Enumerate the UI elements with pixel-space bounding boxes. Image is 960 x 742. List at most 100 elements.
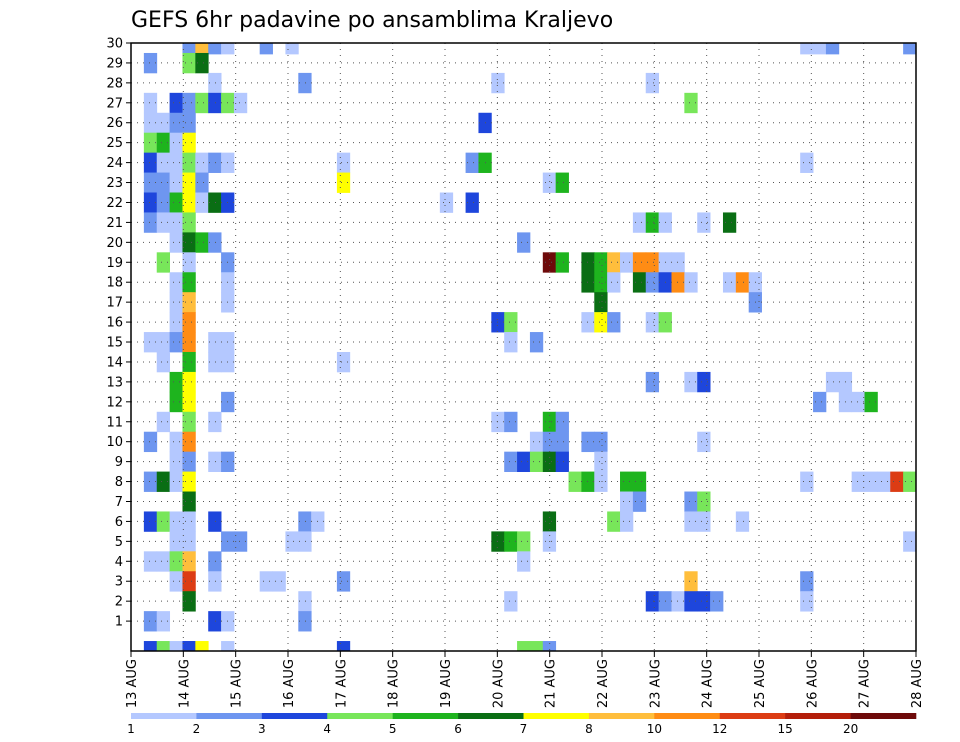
- heatmap-cell: [336, 172, 351, 193]
- y-tick-label: 4: [115, 555, 123, 570]
- heatmap-cell: [504, 531, 518, 552]
- heatmap-cell: [272, 571, 286, 592]
- heatmap-cell: [504, 411, 518, 433]
- heatmap-cell: [517, 551, 531, 572]
- x-tick-label: 19 AUG: [439, 659, 454, 708]
- colorbar-segment: [327, 713, 393, 719]
- heatmap-cell: [851, 471, 865, 492]
- y-tick-label: 1: [115, 615, 123, 630]
- heatmap-cell: [156, 192, 171, 213]
- heatmap-cell: [697, 591, 711, 612]
- heatmap-cell: [208, 232, 222, 253]
- x-tick-label: 21 AUG: [544, 659, 559, 708]
- heatmap-cell: [156, 252, 171, 273]
- heatmap-cell: [298, 591, 312, 612]
- heatmap-cell: [208, 72, 222, 94]
- heatmap-cell: [156, 551, 171, 572]
- heatmap-cell: [632, 212, 647, 233]
- heatmap-cell: [195, 641, 209, 651]
- heatmap-cell: [813, 391, 827, 413]
- heatmap-cell: [182, 192, 196, 213]
- heatmap-cell: [813, 43, 827, 55]
- heatmap-cell: [542, 451, 557, 472]
- heatmap-cell: [195, 43, 209, 55]
- heatmap-cell: [143, 92, 158, 114]
- y-tick-label: 23: [106, 176, 123, 191]
- heatmap-cell: [298, 531, 312, 552]
- colorbar-label: 7: [520, 722, 528, 736]
- x-tick-label: 22 AUG: [596, 659, 611, 708]
- heatmap-cell: [221, 43, 235, 55]
- heatmap-cell: [465, 192, 479, 213]
- colorbar-segment: [654, 713, 721, 719]
- heatmap-cell: [825, 371, 840, 393]
- y-tick-label: 19: [106, 256, 123, 271]
- heatmap-cell: [800, 43, 814, 55]
- heatmap-cell: [182, 252, 196, 273]
- heatmap-cell: [607, 272, 621, 293]
- heatmap-cell: [684, 272, 698, 293]
- x-tick-label: 27 AUG: [858, 659, 873, 708]
- heatmap-cells: [143, 43, 917, 652]
- heatmap-cell: [169, 212, 183, 233]
- colorbar-segment: [850, 713, 917, 719]
- heatmap-cell: [182, 371, 196, 393]
- heatmap-cell: [156, 351, 171, 373]
- heatmap-cell: [684, 491, 698, 512]
- y-tick-label: 13: [106, 375, 123, 390]
- heatmap-cell: [143, 192, 158, 213]
- heatmap-cell: [581, 431, 595, 453]
- y-tick-label: 30: [106, 37, 123, 52]
- heatmap-cell: [684, 591, 698, 612]
- heatmap-cell: [439, 192, 454, 213]
- heatmap-cell: [735, 272, 750, 293]
- colorbar-label: 20: [843, 722, 858, 736]
- heatmap-cell: [208, 551, 222, 572]
- heatmap-cell: [182, 391, 196, 413]
- heatmap-cell: [645, 212, 660, 233]
- heatmap-cell: [697, 511, 711, 532]
- heatmap-cell: [143, 332, 158, 353]
- heatmap-cell: [336, 351, 351, 373]
- heatmap-cell: [336, 152, 351, 173]
- heatmap-cell: [143, 431, 158, 453]
- heatmap-cell: [169, 292, 183, 313]
- heatmap-cell: [182, 491, 196, 512]
- heatmap-cell: [671, 272, 685, 293]
- heatmap-cell: [182, 92, 196, 114]
- y-tick-label: 25: [106, 136, 123, 151]
- heatmap-cell: [156, 132, 171, 154]
- heatmap-cell: [182, 571, 196, 592]
- heatmap-cell: [336, 571, 351, 592]
- heatmap-cell: [208, 451, 222, 472]
- heatmap-cell: [182, 112, 196, 134]
- heatmap-cell: [182, 551, 196, 572]
- heatmap-cell: [221, 641, 235, 651]
- heatmap-cell: [529, 332, 544, 353]
- heatmap-cell: [169, 192, 183, 213]
- y-tick-label: 16: [106, 316, 123, 331]
- y-tick-label: 27: [106, 96, 123, 111]
- heatmap-cell: [169, 391, 183, 413]
- x-tick-label: 24 AUG: [701, 659, 716, 708]
- heatmap-cell: [298, 72, 312, 94]
- y-tick-label: 18: [106, 276, 123, 291]
- heatmap-cell: [645, 591, 660, 612]
- colorbar-label: 4: [323, 722, 331, 736]
- heatmap-cell: [259, 571, 273, 592]
- heatmap-cell: [156, 611, 171, 632]
- x-tick-label: 25 AUG: [753, 659, 768, 708]
- colorbar-label: 2: [193, 722, 201, 736]
- gridlines: [131, 42, 916, 651]
- heatmap-cell: [182, 212, 196, 233]
- y-tick-label: 29: [106, 56, 123, 71]
- heatmap-cell: [298, 611, 312, 632]
- heatmap-cell: [671, 252, 685, 273]
- heatmap-cell: [156, 511, 171, 532]
- heatmap-cell: [208, 511, 222, 532]
- heatmap-cell: [182, 292, 196, 313]
- heatmap-cell: [182, 272, 196, 293]
- colorbar-label: 5: [389, 722, 397, 736]
- heatmap-cell: [143, 471, 158, 492]
